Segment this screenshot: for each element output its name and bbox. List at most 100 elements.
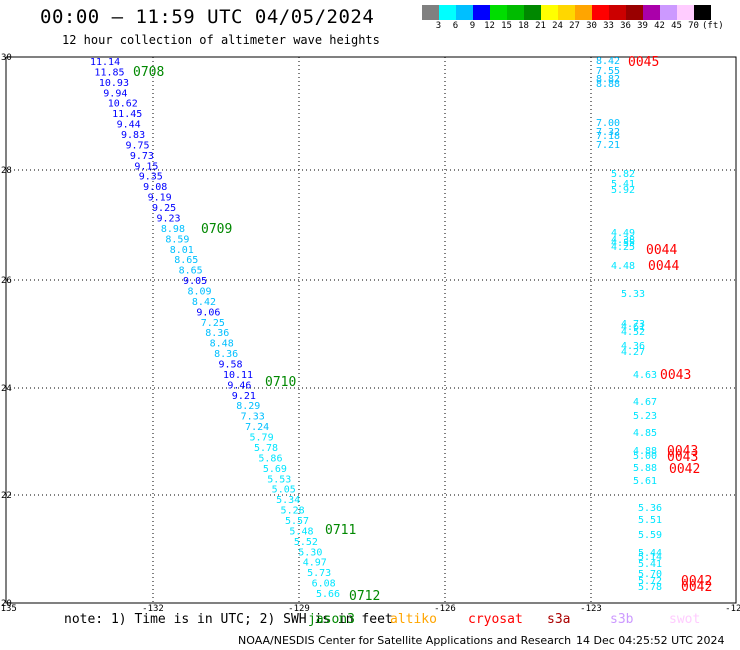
legend-entry-altiko: altiko xyxy=(390,612,437,627)
wave-height-value: 9.21 xyxy=(232,391,256,402)
wave-height-value: 9.35 xyxy=(139,172,163,183)
wave-height-value: 5.36 xyxy=(638,503,662,514)
wave-height-value: 9.08 xyxy=(143,182,167,193)
wave-height-value: 5.86 xyxy=(258,453,282,464)
wave-height-value: 5.33 xyxy=(621,289,645,300)
colorbar-swatch xyxy=(694,5,711,20)
wave-height-value: 10.93 xyxy=(99,78,129,89)
wave-height-value: 5.82 xyxy=(611,169,635,180)
wave-height-value: 5.66 xyxy=(316,589,340,600)
colorbar-swatch xyxy=(524,5,541,20)
legend-entry-jason3: jason3 xyxy=(308,612,355,627)
wave-height-value: 4.88 xyxy=(633,446,657,457)
wave-height-value: 8.48 xyxy=(210,339,234,350)
lon-tick-label: -126 xyxy=(434,604,456,614)
colorbar-label: 70 xyxy=(688,21,699,31)
colorbar-swatch xyxy=(541,5,558,20)
wave-height-value: 5.78 xyxy=(254,443,278,454)
colorbar-label: 42 xyxy=(654,21,665,31)
colorbar-swatch xyxy=(507,5,524,20)
wave-height-value: 9.15 xyxy=(134,161,158,172)
wave-height-value: 9.05 xyxy=(183,276,207,287)
lon-tick-label: -135 xyxy=(0,604,17,614)
track-time-label: 0712 xyxy=(349,589,380,604)
wave-height-value: 5.72 xyxy=(638,576,662,587)
wave-height-value: 7.21 xyxy=(596,140,620,151)
lon-tick-label: -129 xyxy=(288,604,310,614)
wave-height-value: 4.38 xyxy=(611,235,635,246)
wave-height-value: 5.23 xyxy=(633,411,657,422)
wave-height-value: 4.36 xyxy=(621,341,645,352)
colorbar-label: 15 xyxy=(501,21,512,31)
wave-height-value: 9.06 xyxy=(196,307,220,318)
wave-height-value: 8.09 xyxy=(187,286,211,297)
wave-height-value: 4.27 xyxy=(621,347,645,358)
track-time-label: 0042 xyxy=(669,462,700,477)
track-time-label: 0043 xyxy=(667,450,698,465)
wave-height-value: 10.62 xyxy=(108,99,138,110)
wave-height-value: 8.59 xyxy=(165,234,189,245)
wave-height-value: 11.14 xyxy=(90,57,120,68)
footer-date: 14 Dec 04:25:52 UTC 2024 xyxy=(576,634,725,647)
wave-height-value: 5.41 xyxy=(611,179,635,190)
wave-height-value: 11.85 xyxy=(94,67,124,78)
lat-tick-label: 22 xyxy=(1,491,12,501)
colorbar-label: 18 xyxy=(518,21,529,31)
colorbar-swatch xyxy=(626,5,643,20)
wave-height-value: 5.41 xyxy=(638,559,662,570)
track-time-label: 0045 xyxy=(628,55,659,70)
colorbar-label: 12 xyxy=(484,21,495,31)
colorbar-swatch xyxy=(558,5,575,20)
wave-height-value: 5.78 xyxy=(638,582,662,593)
track-time-label: 0708 xyxy=(133,65,164,80)
map-frame xyxy=(5,56,737,604)
wave-height-value: 5.51 xyxy=(638,515,662,526)
track-time-label: 0710 xyxy=(265,375,296,390)
wave-height-value: 5.79 xyxy=(250,433,274,444)
wave-height-value: 6.08 xyxy=(312,579,336,590)
wave-height-value: 5.73 xyxy=(307,568,331,579)
wave-height-value: 5.44 xyxy=(638,548,662,559)
colorbar-label: 39 xyxy=(637,21,648,31)
wave-height-value: 9.73 xyxy=(130,151,154,162)
colorbar-label: 27 xyxy=(569,21,580,31)
wave-height-value: 7.32 xyxy=(596,127,620,138)
wave-height-value: 9.44 xyxy=(117,120,141,131)
colorbar-swatch xyxy=(439,5,456,20)
colorbar-label: 9 xyxy=(469,21,476,31)
wave-height-value: 7.25 xyxy=(201,318,225,329)
lat-tick-label: 24 xyxy=(1,384,12,394)
wave-height-value: 9.19 xyxy=(148,193,172,204)
wave-height-value: 8.88 xyxy=(596,79,620,90)
wave-height-value: 5.92 xyxy=(611,185,635,196)
wave-height-value: 4.85 xyxy=(633,428,657,439)
wave-height-value: 4.52 xyxy=(621,327,645,338)
wave-height-value: 8.65 xyxy=(179,266,203,277)
wave-height-value: 4.67 xyxy=(633,397,657,408)
wave-height-value: 5.57 xyxy=(285,516,309,527)
wave-height-value: 9.83 xyxy=(121,130,145,141)
lon-tick-label: -120 xyxy=(725,604,740,614)
wave-height-value: 7.18 xyxy=(596,131,620,142)
wave-height-value: 4.73 xyxy=(621,319,645,330)
wave-height-value: 5.00 xyxy=(633,451,657,462)
wave-height-value: 5.05 xyxy=(272,485,296,496)
wave-height-value: 7.00 xyxy=(596,118,620,129)
wave-height-value: 8.42 xyxy=(192,297,216,308)
wave-height-value: 5.61 xyxy=(633,476,657,487)
legend-entry-s3a: s3a xyxy=(547,612,571,627)
colorbar-label: 30 xyxy=(586,21,597,31)
colorbar-swatch xyxy=(422,5,439,20)
colorbar-label: 33 xyxy=(603,21,614,31)
wave-height-value: 7.55 xyxy=(596,66,620,77)
track-time-label: 0042 xyxy=(681,574,712,589)
wave-height-value: 8.98 xyxy=(161,224,185,235)
colorbar-swatch xyxy=(575,5,592,20)
wave-height-value: 10.11 xyxy=(223,370,253,381)
colorbar-label: 36 xyxy=(620,21,631,31)
wave-height-value: 11.45 xyxy=(112,109,142,120)
wave-height-value: 9.94 xyxy=(103,88,127,99)
map-subtitle: 12 hour collection of altimeter wave hei… xyxy=(62,33,380,47)
track-time-label: 0044 xyxy=(646,243,677,258)
